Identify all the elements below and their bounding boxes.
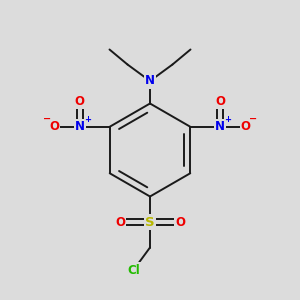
Text: O: O [215, 95, 225, 108]
Text: Cl: Cl [127, 263, 140, 277]
Text: N: N [215, 120, 225, 133]
Text: O: O [75, 95, 85, 108]
Text: N: N [75, 120, 85, 133]
Text: S: S [145, 215, 155, 229]
Text: −: − [43, 114, 51, 124]
Text: +: + [224, 115, 231, 124]
Text: O: O [49, 120, 59, 133]
Text: N: N [145, 74, 155, 88]
Text: O: O [115, 215, 125, 229]
Text: −: − [249, 114, 257, 124]
Text: O: O [241, 120, 251, 133]
Text: O: O [175, 215, 185, 229]
Text: +: + [84, 115, 91, 124]
